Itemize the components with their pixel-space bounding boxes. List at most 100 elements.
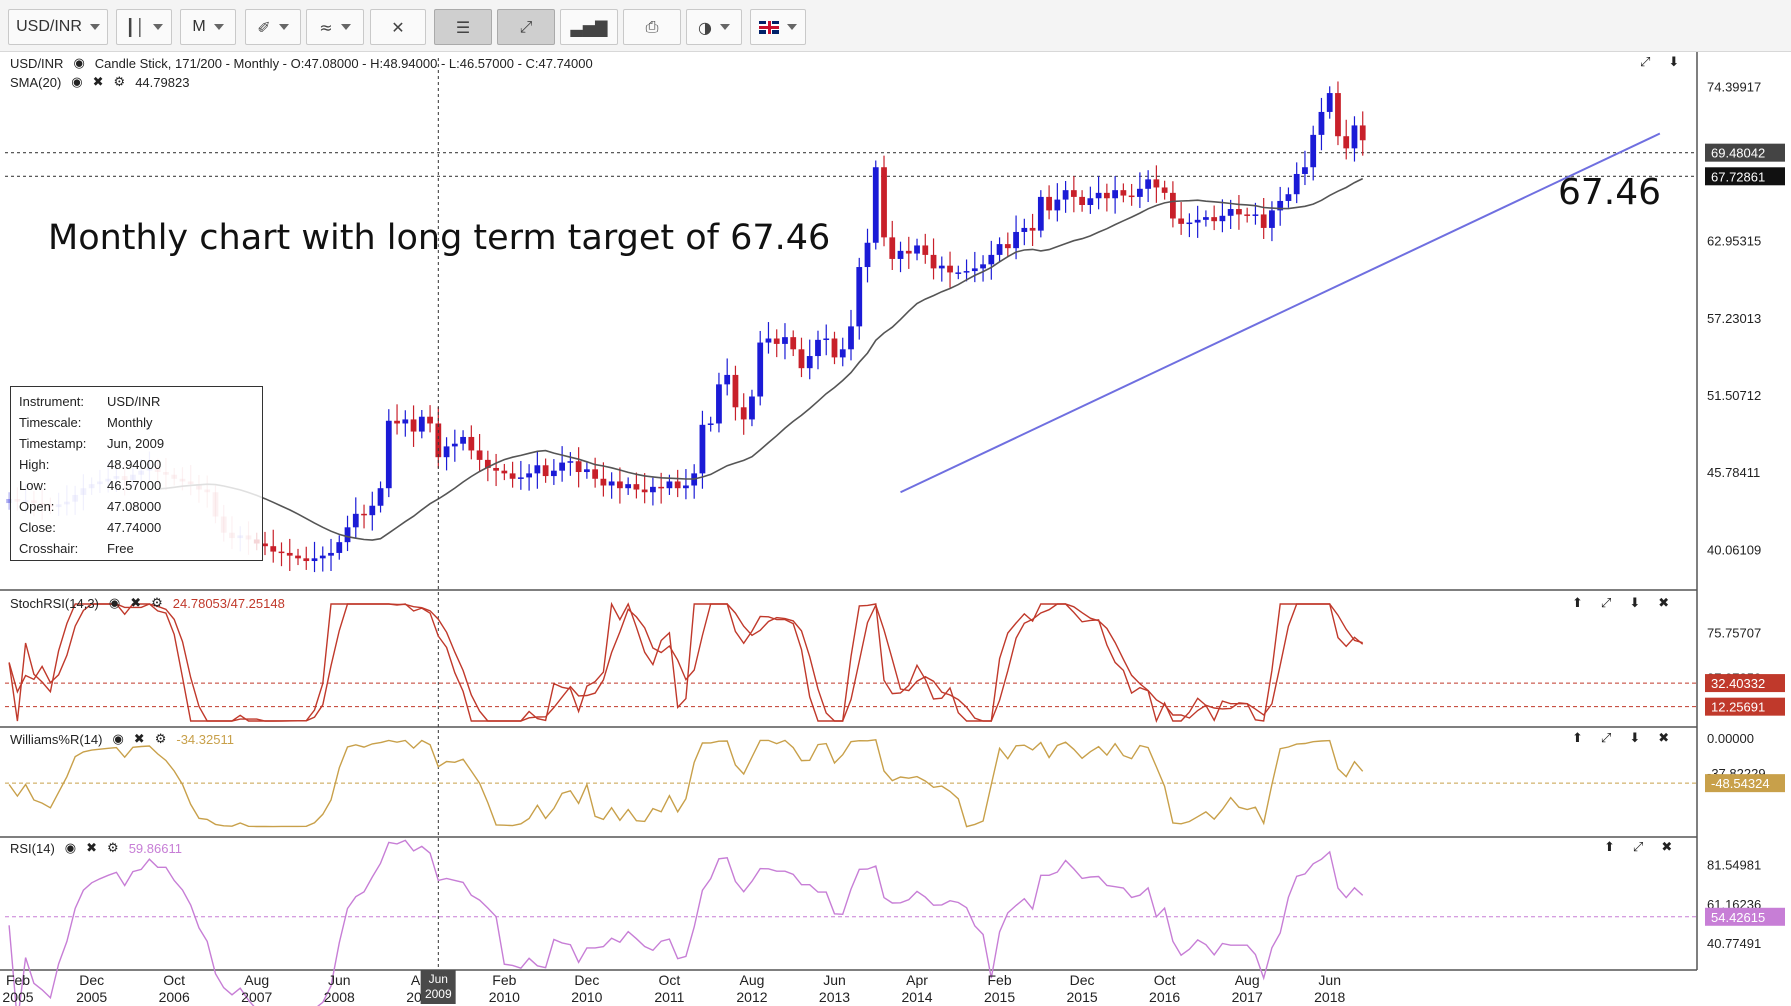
arrow-up-icon[interactable]: ⬆ [1572,596,1583,611]
drawing-tools-select[interactable]: ✐ [245,9,301,45]
candle-body [451,443,458,447]
close-icon[interactable]: ✖ [1658,731,1670,746]
candle-body [1079,196,1085,205]
indicators-select[interactable]: ≈ [306,9,364,45]
x-tick-label: Feb 2005 [2,972,33,1006]
candle-body [839,349,846,358]
candle-body [1128,195,1135,198]
candle-body [1211,217,1218,222]
x-tick-label: Jun 2018 [1314,972,1345,1006]
palette-icon: ◑ [698,17,712,37]
candle-body [666,481,673,489]
gear-icon[interactable]: ⚙ [151,596,163,611]
candle-body [856,267,863,327]
maximize-icon[interactable]: ⤢ [1640,55,1651,70]
candle-body [336,542,343,553]
arrow-down-icon[interactable]: ⬇ [1668,55,1680,70]
candle-body [707,423,714,425]
gear-icon[interactable]: ⚙ [154,732,167,747]
gear-icon[interactable]: ⚙ [113,75,126,90]
eye-icon[interactable]: ◉ [73,56,85,71]
candle-body [773,338,780,344]
chart-canvas[interactable]: 74.39917 69.48042 67.72861 62.95315 57.23013… [0,52,1791,1006]
info-row: Crosshair: Free [19,538,262,559]
candle-body [1021,227,1028,232]
candle-body [394,420,400,424]
candle-body [1343,136,1350,149]
eye-icon[interactable]: ◉ [64,841,77,856]
candle-body [1269,210,1275,228]
print-button[interactable]: ⎙ [623,9,681,45]
maximize-icon[interactable]: ⤢ [1600,731,1612,746]
candle-body [443,446,450,458]
info-row: Low: 46.57000 [19,475,262,496]
indicator-tag-label: 54.42615 [1711,910,1765,925]
williams-line [8,739,1364,828]
candle-body [732,374,739,408]
x-tick-label: Oct 2006 [159,972,190,1006]
x-tick-label: Oct 2011 [654,972,684,1006]
x-tick-year: 2010 [571,989,603,1005]
interval-select-label: M [192,18,206,35]
candle-body [1194,219,1201,223]
volume-button[interactable]: ▃▅▇ [560,9,618,45]
symbol-select[interactable]: USD/INR [8,9,108,45]
candle-body [757,342,764,397]
candle-body [815,339,821,357]
candle-body [633,484,640,490]
x-tick-month: Feb [987,972,1012,988]
indicator-tick-label: 75.75707 [1707,625,1761,640]
language-select[interactable] [750,9,806,45]
candle-body [798,349,805,369]
arrow-down-icon[interactable]: ⬇ [1629,596,1641,611]
candle-body [1178,218,1185,224]
close-icon[interactable]: ✖ [86,841,98,856]
theme-select[interactable]: ◑ [686,9,742,45]
close-icon[interactable]: ✖ [92,75,104,90]
x-tick-label: Feb 2010 [489,972,520,1006]
candle-body [683,485,689,489]
candle-body [1004,244,1011,249]
fullscreen-button[interactable]: ⤢ [497,9,555,45]
candle-body [963,271,970,273]
arrow-up-icon[interactable]: ⬆ [1572,731,1583,746]
eye-icon[interactable]: ◉ [108,596,121,611]
layout-button[interactable]: ☰ [434,9,492,45]
candle-body [352,513,359,528]
candle-body [460,436,466,444]
chart-type-select[interactable]: ┃│ [116,9,172,45]
arrow-up-icon[interactable]: ⬆ [1604,840,1615,855]
maximize-icon[interactable]: ⤢ [1632,840,1644,855]
arrow-down-icon[interactable]: ⬇ [1629,731,1641,746]
x-tick-month: Feb [492,972,517,988]
candle-body [550,470,557,477]
gear-icon[interactable]: ⚙ [107,841,119,856]
candle-body [517,477,524,479]
rsi-header: RSI(14) ◉ ✖ ⚙ 59.86611 [10,841,182,856]
interval-select[interactable]: M [180,9,236,45]
candle-body [1145,179,1152,189]
candle-body [1302,167,1308,174]
sma-line [157,177,1364,541]
candle-body [6,498,13,504]
rsi-label: RSI(14) [10,841,55,856]
eye-icon[interactable]: ◉ [112,732,124,747]
x-tick-year: 2005 [2,989,34,1005]
stochrsi-label: StochRSI(14,3) [10,596,99,611]
eye-icon[interactable]: ◉ [71,75,83,90]
candle-body [1170,192,1176,219]
close-icon[interactable]: ✖ [1658,596,1670,611]
clear-button[interactable]: ✕ [370,9,426,45]
price-tick-label: 40.06109 [1707,542,1761,557]
candle-body [385,420,392,489]
close-icon[interactable]: ✖ [1661,840,1673,855]
maximize-icon[interactable]: ⤢ [1600,596,1612,611]
chevron-down-icon [213,24,224,30]
candle-body [1062,190,1069,200]
candle-body [410,419,417,432]
candle-body [790,337,797,350]
close-icon[interactable]: ✖ [130,596,142,611]
stochrsi-k-line [8,601,1364,724]
print-icon: ⎙ [645,17,659,36]
close-icon[interactable]: ✖ [133,732,145,747]
